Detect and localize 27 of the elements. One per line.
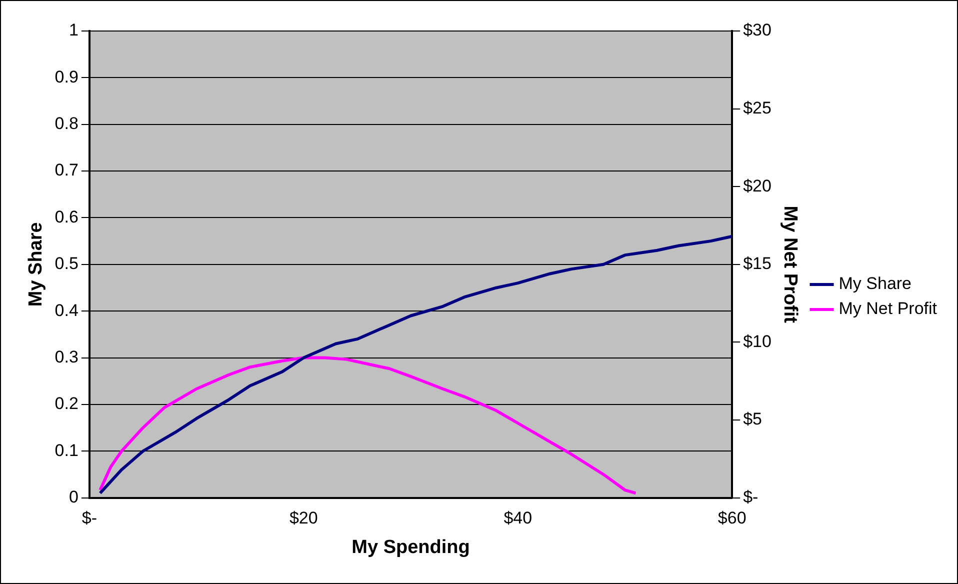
y2-tick-label: $5: [743, 410, 762, 429]
y-tick-label: 0.9: [54, 67, 78, 86]
y-tick-label: 0.2: [54, 394, 78, 414]
y2-tick-label: $20: [743, 176, 772, 196]
x-axis-title: My Spending: [352, 536, 470, 558]
y-tick-label: 0.4: [54, 300, 78, 320]
y-tick-label: 0.5: [54, 254, 78, 274]
y-tick-label: 0.1: [54, 440, 78, 460]
x-tick-label: $20: [289, 508, 318, 528]
y-axis-title: My Share: [26, 222, 47, 307]
y2-axis-title: My Net Profit: [780, 206, 801, 324]
y2-tick-label: $10: [743, 332, 772, 351]
y-tick-label: 0: [68, 487, 78, 506]
y-tick-label: 0.3: [54, 347, 78, 366]
x-tick-label: $40: [504, 508, 532, 528]
y-tick-label: 1: [68, 20, 78, 40]
legend-label: My Share: [838, 274, 912, 294]
y-tick-label: 0.7: [54, 160, 78, 180]
y2-tick-label: $25: [743, 98, 772, 118]
y-tick-label: 0.6: [54, 207, 78, 226]
legend-label: My Net Profit: [838, 299, 938, 318]
x-tick-label: $60: [718, 508, 746, 528]
x-tick-label: $-: [82, 508, 97, 528]
y2-tick-label: $30: [743, 20, 772, 40]
y2-tick-label: $-: [743, 487, 758, 506]
y-tick-label: 0.8: [54, 114, 78, 134]
y2-tick-label: $15: [743, 254, 772, 274]
